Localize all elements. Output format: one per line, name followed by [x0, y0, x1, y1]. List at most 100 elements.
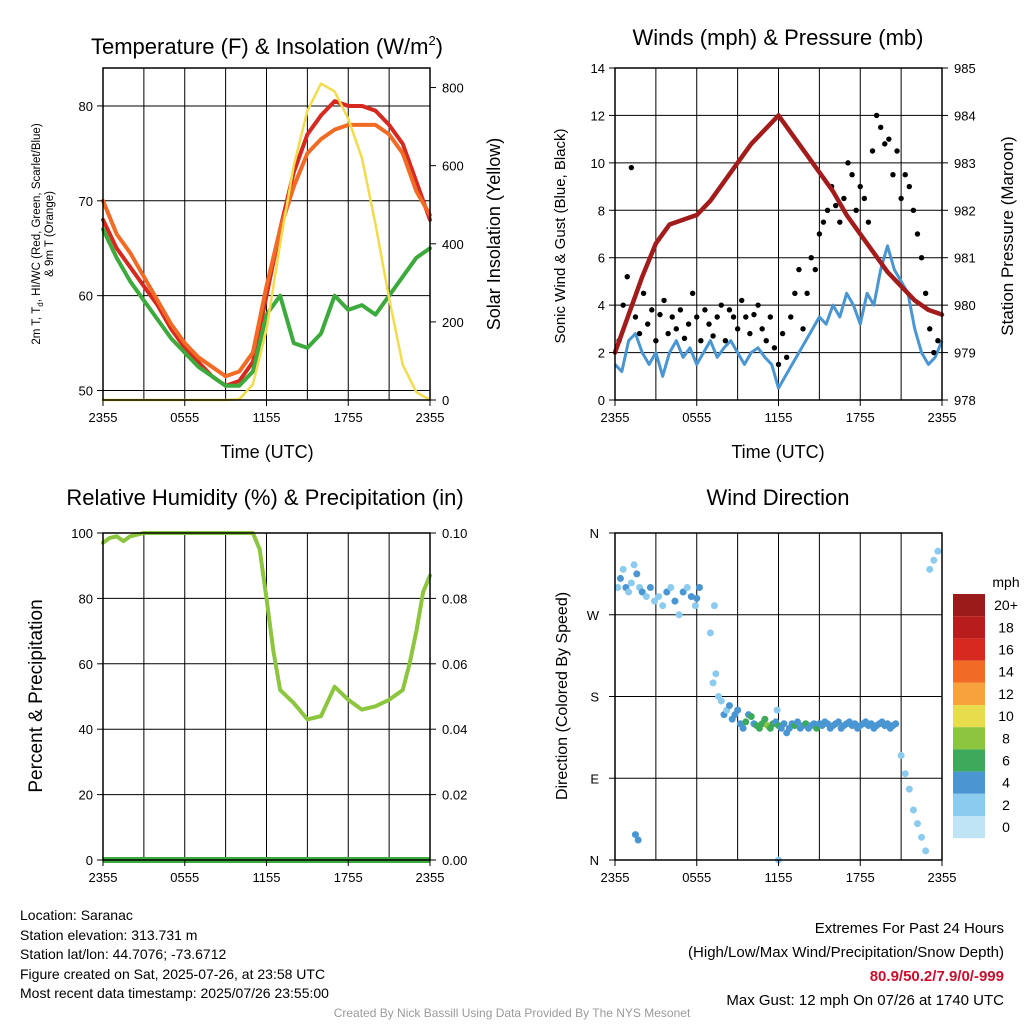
x-tick-label: 2355: [89, 410, 118, 425]
legend-swatch: [953, 660, 985, 683]
y2-tick-label: 985: [954, 61, 976, 76]
legend-label: 18: [998, 619, 1014, 635]
direction-point: [747, 712, 755, 720]
temperature-y-label-line2: & 9m T (Orange): [44, 191, 56, 277]
gust-point: [882, 141, 888, 147]
gust-point: [894, 148, 900, 154]
legend-label: 0: [1002, 819, 1010, 835]
direction-grid: [614, 532, 943, 861]
gust-point: [734, 326, 741, 332]
x-tick-label: 2355: [928, 410, 957, 425]
gust-point: [726, 307, 733, 313]
direction-point: [675, 611, 683, 619]
gust-point: [771, 345, 778, 351]
direction-point: [926, 565, 934, 573]
gust-point: [902, 172, 908, 178]
direction-point: [909, 806, 917, 814]
temperature-y-label: 2m T, Td, HI/WC (Red, Green, Scarlet/Blu…: [31, 123, 45, 344]
x-tick-label: 1155: [253, 870, 281, 885]
gust-point: [755, 302, 761, 308]
gust-point: [649, 307, 655, 313]
gust-point: [636, 330, 643, 337]
y-tick-label: S: [590, 690, 599, 705]
humidity-title: Relative Humidity (%) & Precipitation (i…: [66, 485, 463, 510]
gust-point: [906, 183, 912, 190]
direction-point: [794, 718, 802, 726]
x-tick-label: 0555: [170, 410, 199, 425]
gust-point: [788, 314, 794, 320]
x-tick-label: 1155: [253, 410, 281, 425]
extremes-info: Extremes For Past 24 Hours (High/Low/Max…: [688, 917, 1004, 1013]
y-tick-label: N: [590, 526, 599, 541]
legend-swatch: [953, 638, 985, 661]
gust-point: [796, 266, 802, 273]
gust-point: [873, 112, 880, 119]
gust-point: [804, 290, 810, 296]
direction-point: [739, 724, 747, 732]
x-tick-label: 0555: [682, 870, 711, 885]
x-tick-label: 1155: [765, 870, 793, 885]
y2-tick-label: 983: [954, 156, 976, 171]
station-location: Location: Saranac: [20, 907, 133, 923]
direction-point: [897, 752, 905, 760]
x-tick-label: 1755: [846, 410, 875, 425]
y2-tick-label: 200: [442, 315, 464, 330]
y-tick-label: 20: [79, 788, 93, 803]
gust-point: [922, 290, 929, 296]
x-tick-label: 2355: [416, 870, 445, 885]
gust-point: [653, 338, 659, 344]
gust-point: [657, 311, 663, 318]
x-tick-label: 1755: [846, 870, 875, 885]
gust-point: [763, 338, 769, 344]
station-info: Location: Saranac Station elevation: 313…: [20, 906, 329, 1004]
legend-label: 20+: [994, 597, 1018, 613]
direction-point: [631, 831, 639, 839]
gust-point: [779, 330, 786, 337]
gust-point: [820, 219, 827, 225]
gust-point: [783, 354, 790, 361]
gust-point: [931, 349, 937, 356]
y-tick-label: N: [590, 853, 599, 868]
y2-tick-label: 0.10: [442, 526, 467, 541]
y2-tick-label: 0.00: [442, 853, 467, 868]
pressure-line: [612, 113, 945, 355]
y-tick-label: 4: [598, 298, 605, 313]
temperature-panel: Temperature (F) & Insolation (W/m2) 2355…: [31, 33, 504, 462]
speed-legend: mph 20+ 18 16 14 12 10 8 6 4 2 0: [953, 574, 1020, 839]
direction-point: [625, 588, 633, 596]
direction-point: [709, 679, 717, 687]
legend-label: 10: [998, 708, 1014, 724]
direction-point: [693, 594, 701, 602]
recent-timestamp: Most recent data timestamp: 2025/07/26 2…: [20, 985, 329, 1001]
y2-tick-label: 980: [954, 298, 976, 313]
wind-speed-line: [613, 244, 944, 390]
gust-point: [640, 290, 647, 296]
y2-tick-label: 982: [954, 203, 976, 218]
gust-point: [751, 311, 757, 318]
gust-point: [816, 231, 823, 237]
direction-point: [780, 720, 788, 728]
gust-point: [861, 195, 868, 202]
direction-point: [667, 584, 675, 591]
legend-swatch: [953, 616, 985, 639]
gust-point: [730, 314, 737, 320]
gust-point: [669, 314, 675, 320]
gust-point: [824, 207, 831, 213]
direction-point: [642, 593, 650, 601]
direction-point: [725, 702, 733, 710]
y-tick-label: 6: [598, 251, 605, 266]
direction-point: [683, 584, 691, 591]
gust-point: [877, 124, 884, 130]
legend-label: 16: [998, 642, 1014, 658]
legend-swatch: [953, 727, 985, 750]
y2-tick-label: 0: [442, 393, 449, 408]
station-elevation: Station elevation: 313.731 m: [20, 926, 198, 943]
direction-point: [742, 718, 750, 726]
gust-point: [698, 338, 704, 344]
humidity-y-label: Percent & Precipitation: [26, 599, 47, 792]
legend-label: 6: [1002, 753, 1010, 769]
gust-point: [845, 160, 851, 166]
y-tick-label: 14: [591, 61, 605, 76]
y-tick-label: 40: [79, 722, 93, 737]
